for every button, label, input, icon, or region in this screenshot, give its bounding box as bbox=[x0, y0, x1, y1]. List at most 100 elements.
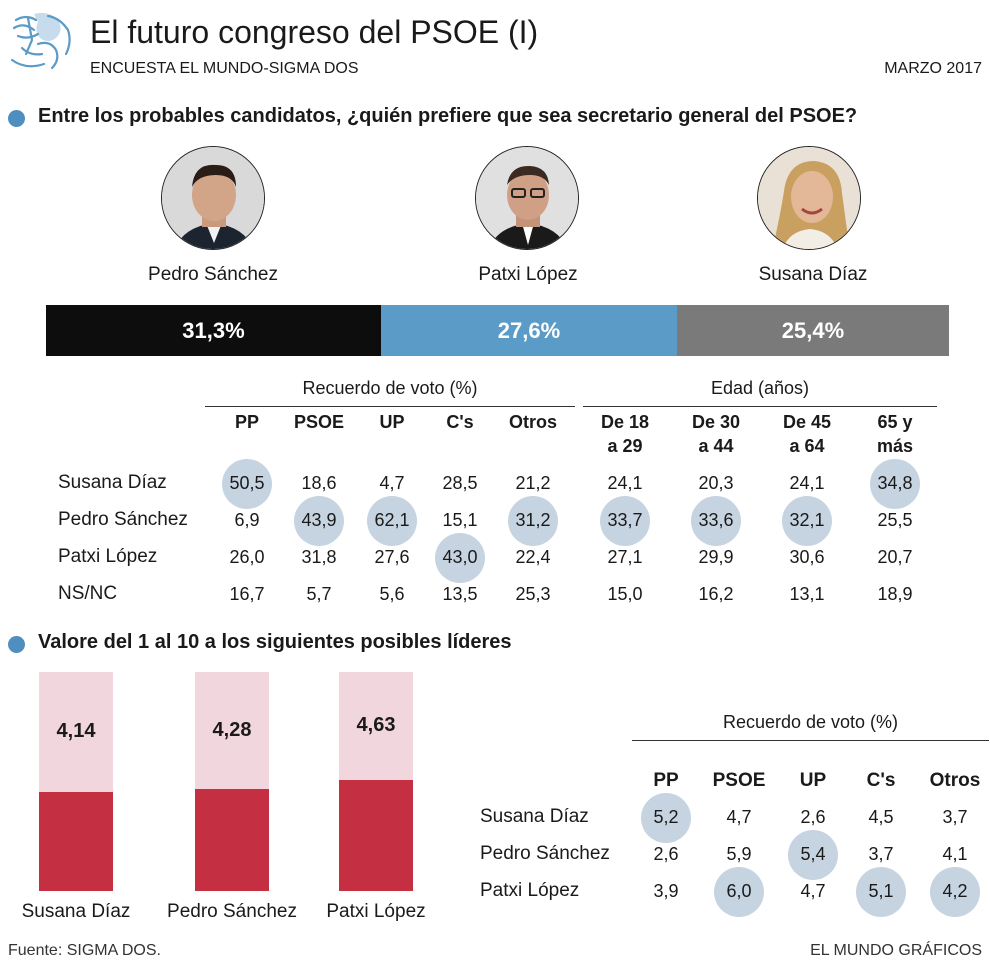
table-cell: 6,0 bbox=[726, 881, 752, 901]
highlight-circle bbox=[930, 867, 980, 917]
column-header: PP bbox=[653, 770, 679, 791]
table-cell: 5,7 bbox=[306, 584, 332, 604]
column-header: C's bbox=[866, 770, 896, 791]
highlight-circle bbox=[788, 830, 838, 880]
table-cell: 4,5 bbox=[868, 807, 894, 827]
table-cell: 4,7 bbox=[726, 807, 752, 827]
table-cell: 4,1 bbox=[942, 844, 968, 864]
rating-bar: 4,28 bbox=[195, 672, 269, 891]
candidate-name-pedro-sanchez: Pedro Sánchez bbox=[148, 264, 278, 285]
portrait-pedro-sanchez bbox=[161, 146, 265, 250]
stack-segment: 25,4% bbox=[677, 305, 949, 356]
table-cell: 18,6 bbox=[301, 473, 337, 493]
table-cell: 62,1 bbox=[374, 510, 410, 530]
column-header: Otros bbox=[508, 412, 557, 432]
bullet-dot-icon bbox=[8, 636, 25, 653]
rating-value-label: 4,63 bbox=[356, 714, 396, 736]
row-label: Pedro Sánchez bbox=[480, 843, 610, 864]
rating-bar: 4,63 bbox=[339, 672, 413, 891]
rating-bar-fill bbox=[339, 780, 413, 891]
table-cell: 20,3 bbox=[698, 473, 734, 493]
table-cell: 3,9 bbox=[653, 881, 679, 901]
table-cell: 13,1 bbox=[789, 584, 825, 604]
column-header: UP bbox=[379, 412, 405, 432]
candidate-name-susana-diaz: Susana Díaz bbox=[758, 264, 868, 285]
portrait-susana-diaz bbox=[757, 146, 861, 250]
table-cell: 4,7 bbox=[379, 473, 405, 493]
graphics-credit: EL MUNDO GRÁFICOS bbox=[810, 942, 982, 959]
table-cell: 30,6 bbox=[789, 547, 825, 567]
column-group-header: Recuerdo de voto (%) bbox=[722, 712, 899, 732]
source-note: Fuente: SIGMA DOS. bbox=[8, 942, 161, 959]
highlight-circle bbox=[435, 533, 485, 583]
rating-value-label: 4,28 bbox=[212, 718, 252, 741]
table-cell: 34,8 bbox=[877, 473, 913, 493]
row-label: NS/NC bbox=[58, 583, 118, 604]
table-cell: 15,0 bbox=[607, 584, 643, 604]
column-group-rule bbox=[632, 740, 989, 741]
table-cell: 16,2 bbox=[698, 584, 734, 604]
table-cell: 4,7 bbox=[800, 881, 826, 901]
stack-segment: 31,3% bbox=[46, 305, 381, 356]
table-cell: 16,7 bbox=[229, 584, 265, 604]
table-cell: 5,9 bbox=[726, 844, 752, 864]
survey-date: MARZO 2017 bbox=[884, 60, 982, 77]
table-cell: 43,0 bbox=[442, 547, 478, 567]
highlight-circle bbox=[600, 496, 650, 546]
rating-candidate-label: Pedro Sánchez bbox=[167, 901, 297, 922]
column-header: PSOE bbox=[712, 770, 766, 791]
column-group-rule bbox=[205, 406, 575, 407]
table-cell: 5,6 bbox=[379, 584, 405, 604]
highlight-circle bbox=[222, 459, 272, 509]
el-mundo-logo-icon bbox=[8, 10, 76, 72]
column-group-rule bbox=[583, 406, 937, 407]
bullet-dot-icon bbox=[8, 110, 25, 127]
table-cell: 18,9 bbox=[877, 584, 913, 604]
rating-bar: 4,14 bbox=[39, 672, 113, 891]
column-group-header: Recuerdo de voto (%) bbox=[302, 378, 478, 398]
table-cell: 5,2 bbox=[653, 807, 679, 827]
table-cell: 2,6 bbox=[653, 844, 679, 864]
table-cell: 22,4 bbox=[515, 547, 551, 567]
rating-value-label: 4,14 bbox=[56, 720, 96, 742]
table-cell: 4,2 bbox=[942, 881, 968, 901]
table-cell: 27,6 bbox=[374, 547, 410, 567]
page-title: El futuro congreso del PSOE (I) bbox=[90, 14, 539, 50]
table-cell: 31,2 bbox=[515, 510, 551, 530]
table-cell: 31,8 bbox=[301, 547, 337, 567]
highlight-circle bbox=[508, 496, 558, 546]
table-cell: 15,1 bbox=[442, 510, 478, 530]
table-cell: 6,9 bbox=[234, 510, 260, 530]
leader-rating-chart: 4,14 Susana Díaz 4,28 Pedro Sánchez 4,63 Patx… bbox=[0, 670, 460, 930]
column-header: PP bbox=[234, 412, 259, 432]
rating-candidate-label: Patxi López bbox=[326, 901, 426, 922]
question-preferred-leader: Entre los probables candidatos, ¿quién p… bbox=[38, 105, 858, 127]
question-leader-rating: Valore del 1 al 10 a los siguientes posi… bbox=[38, 631, 512, 653]
highlight-circle bbox=[294, 496, 344, 546]
stack-segment: 27,6% bbox=[381, 305, 677, 356]
column-header: PSOE bbox=[293, 412, 345, 432]
highlight-circle bbox=[870, 459, 920, 509]
table-cell: 24,1 bbox=[607, 473, 643, 493]
table-cell: 25,3 bbox=[515, 584, 551, 604]
rating-bar-fill bbox=[195, 789, 269, 891]
table-cell: 29,9 bbox=[698, 547, 734, 567]
table-cell: 27,1 bbox=[607, 547, 643, 567]
rating-candidate-label: Susana Díaz bbox=[21, 901, 131, 922]
table-cell: 3,7 bbox=[942, 807, 968, 827]
preference-breakdown-table: Recuerdo de voto (%) PP PSOE UP C's Otros Edad… bbox=[0, 370, 990, 620]
column-group-header: Edad (años) bbox=[710, 378, 810, 398]
table-cell: 26,0 bbox=[229, 547, 265, 567]
highlight-circle bbox=[714, 867, 764, 917]
table-cell: 25,5 bbox=[877, 510, 913, 530]
rating-bar-fill bbox=[39, 792, 113, 891]
table-cell: 5,4 bbox=[800, 844, 826, 864]
table-cell: 24,1 bbox=[789, 473, 825, 493]
table-cell: 21,2 bbox=[515, 473, 551, 493]
column-header: De 45 a 64 bbox=[782, 412, 832, 457]
highlight-circle bbox=[367, 496, 417, 546]
table-cell: 28,5 bbox=[442, 473, 478, 493]
row-label: Pedro Sánchez bbox=[58, 509, 188, 530]
table-cell: 50,5 bbox=[229, 473, 265, 493]
page-subtitle: ENCUESTA EL MUNDO-SIGMA DOS bbox=[90, 60, 359, 77]
